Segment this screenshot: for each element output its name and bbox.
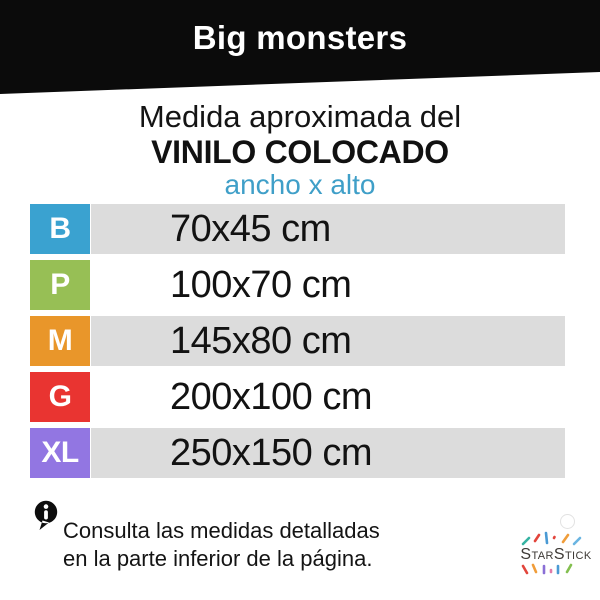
faint-watermark-ring bbox=[560, 514, 575, 529]
heading-line-3: ancho x alto bbox=[224, 169, 376, 200]
size-table: B 70x45 cm P 100x70 cm M 145x80 cm G 200… bbox=[0, 204, 600, 478]
info-speech-bubble-icon bbox=[34, 500, 59, 537]
table-row: B 70x45 cm bbox=[0, 204, 600, 254]
starstick-logo: StarStick bbox=[510, 531, 600, 576]
size-badge-xl: XL bbox=[30, 428, 90, 478]
footer-note-line-2: en la parte inferior de la página. bbox=[63, 546, 373, 571]
footer-note: Consulta las medidas detalladas en la pa… bbox=[63, 517, 380, 573]
table-row: G 200x100 cm bbox=[0, 372, 600, 422]
size-value: 70x45 cm bbox=[170, 208, 331, 250]
table-row: M 145x80 cm bbox=[0, 316, 600, 366]
confetti-top-icon bbox=[521, 531, 582, 546]
size-badge-b: B bbox=[30, 204, 90, 254]
size-value: 145x80 cm bbox=[170, 320, 352, 362]
confetti-bottom-icon bbox=[521, 563, 573, 575]
starstick-logo-text: StarStick bbox=[510, 547, 600, 563]
logo-word-star: Star bbox=[520, 546, 554, 563]
size-badge-m: M bbox=[30, 316, 90, 366]
footer-note-line-1: Consulta las medidas detalladas bbox=[63, 518, 380, 543]
heading-line-2: VINILO COLOCADO bbox=[151, 134, 449, 170]
logo-word-stick: Stick bbox=[553, 546, 592, 563]
row-stripe bbox=[91, 204, 565, 254]
size-badge-g: G bbox=[30, 372, 90, 422]
size-value: 200x100 cm bbox=[170, 376, 373, 418]
top-banner: Big monsters bbox=[0, 0, 600, 94]
row-stripe bbox=[91, 316, 565, 366]
size-value: 250x150 cm bbox=[170, 432, 373, 474]
table-row: P 100x70 cm bbox=[0, 260, 600, 310]
measure-heading: Medida aproximada del VINILO COLOCADO an… bbox=[0, 99, 600, 200]
heading-line-1: Medida aproximada del bbox=[138, 99, 462, 134]
size-value: 100x70 cm bbox=[170, 264, 352, 306]
size-badge-p: P bbox=[30, 260, 90, 310]
table-row: XL 250x150 cm bbox=[0, 428, 600, 478]
product-title: Big monsters bbox=[192, 19, 408, 56]
row-stripe bbox=[91, 428, 565, 478]
